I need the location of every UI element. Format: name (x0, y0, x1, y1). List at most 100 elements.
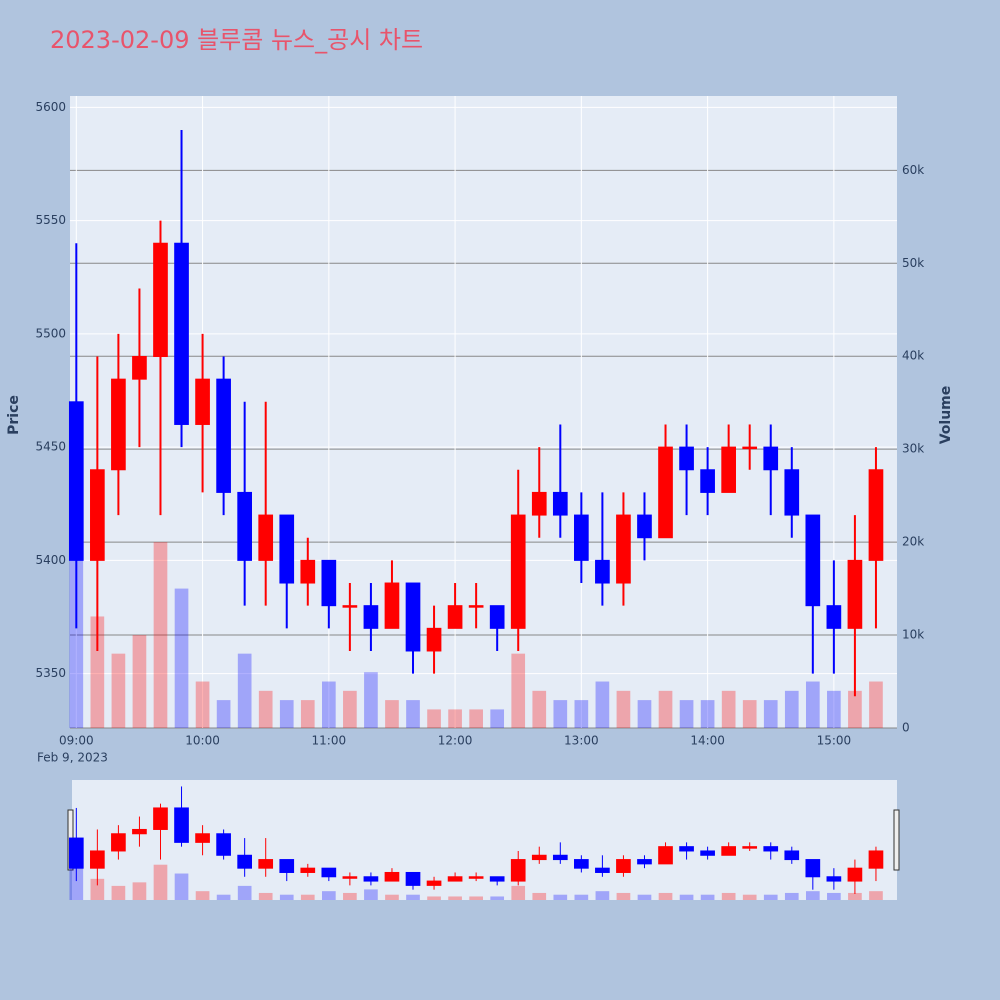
volume-bar (427, 896, 441, 900)
candle-body (426, 627, 442, 652)
candle-body (195, 833, 210, 843)
candle-body (300, 559, 316, 584)
candle-body (300, 867, 316, 873)
volume-bar (321, 681, 336, 728)
x-tick-label: 13:00 (564, 734, 599, 748)
volume-bar (532, 690, 547, 728)
volume-bar (132, 635, 147, 728)
volume-bar (869, 681, 883, 728)
candle-body (784, 469, 800, 516)
x-tick-label: 11:00 (312, 734, 347, 748)
candle-body (237, 854, 252, 869)
candle-body (595, 867, 610, 873)
chart-title: 2023-02-09 블루콤 뉴스_공시 차트 (50, 26, 423, 54)
volume-bar (784, 690, 799, 728)
candle-body (489, 876, 505, 882)
candle-body (363, 876, 379, 882)
volume-bar (90, 878, 105, 900)
volume-bar (448, 896, 462, 900)
candle-body (447, 876, 463, 882)
volume-bar (532, 892, 547, 900)
volume-bar (237, 653, 252, 728)
candle-body (447, 605, 463, 629)
x-tick-label: 10:00 (185, 734, 220, 748)
candle-body (384, 582, 400, 629)
volume-bar (153, 542, 168, 728)
candle-body (258, 859, 274, 869)
volume-bar (153, 864, 168, 900)
volume-bar (132, 882, 147, 900)
volume-bar (237, 885, 252, 900)
volume-bar (595, 681, 610, 728)
volume-bar (364, 672, 378, 728)
volume-bar (827, 690, 841, 728)
candle-body (721, 446, 736, 493)
volume-bar (805, 681, 820, 728)
candle-body (574, 859, 589, 869)
candle-body (132, 356, 147, 380)
y2-tick-label: 60k (902, 163, 924, 177)
candle-body (616, 514, 631, 584)
candle-body (342, 876, 358, 879)
volume-bar (763, 700, 778, 728)
volume-bar (300, 700, 315, 728)
volume-bar (700, 700, 715, 728)
candle-body (111, 833, 126, 852)
candle-body (384, 871, 400, 882)
volume-bar (784, 892, 799, 900)
candle-body (784, 850, 800, 861)
candle-body (826, 605, 842, 629)
candle-body (153, 807, 168, 830)
candle-body (868, 850, 884, 869)
x-date-label: Feb 9, 2023 (37, 751, 108, 765)
y2-tick-label: 10k (902, 628, 924, 642)
candle-body (847, 867, 863, 882)
candle-body (805, 514, 821, 607)
volume-bar (869, 891, 883, 900)
candle-body (279, 514, 295, 584)
candle-body (405, 582, 421, 652)
volume-bar (553, 700, 568, 728)
y-tick-label: 5500 (35, 326, 66, 340)
volume-bar (658, 690, 673, 728)
candle-body (805, 859, 821, 878)
volume-bar (321, 891, 336, 900)
volume-bar (658, 892, 673, 900)
volume-bar (511, 653, 526, 728)
volume-bar (174, 588, 189, 728)
y-tick-label: 5450 (35, 440, 66, 454)
candle-body (426, 880, 442, 886)
candle-body (174, 242, 189, 425)
candle-body (616, 859, 631, 873)
y-axis-title: Price (6, 395, 22, 435)
x-tick-label: 12:00 (438, 734, 473, 748)
volume-bar (574, 894, 589, 900)
volume-bar (848, 690, 862, 728)
candle-body (721, 846, 736, 856)
candle-body (679, 846, 694, 852)
volume-bar (637, 894, 652, 900)
candle-body (153, 242, 168, 358)
candle-body (531, 854, 547, 861)
candle-body (363, 605, 379, 629)
slider-handle[interactable] (893, 809, 900, 871)
volume-bar (805, 891, 820, 900)
volume-bar (553, 894, 568, 900)
candle-body (847, 559, 863, 629)
y-tick-label: 5550 (35, 213, 66, 227)
volume-bar (90, 616, 105, 728)
candle-body (574, 514, 589, 561)
volume-bar (574, 700, 589, 728)
volume-bar (300, 894, 315, 900)
volume-bar (742, 894, 757, 900)
candle-body (195, 378, 210, 425)
candle-body (868, 469, 884, 561)
candle-body (763, 846, 779, 852)
volume-bar (742, 700, 757, 728)
volume-bar (406, 894, 420, 900)
candle-body (552, 491, 568, 516)
volume-bar (511, 885, 526, 900)
volume-bar (385, 894, 399, 900)
candle-body (321, 559, 337, 607)
volume-bar (490, 709, 505, 728)
